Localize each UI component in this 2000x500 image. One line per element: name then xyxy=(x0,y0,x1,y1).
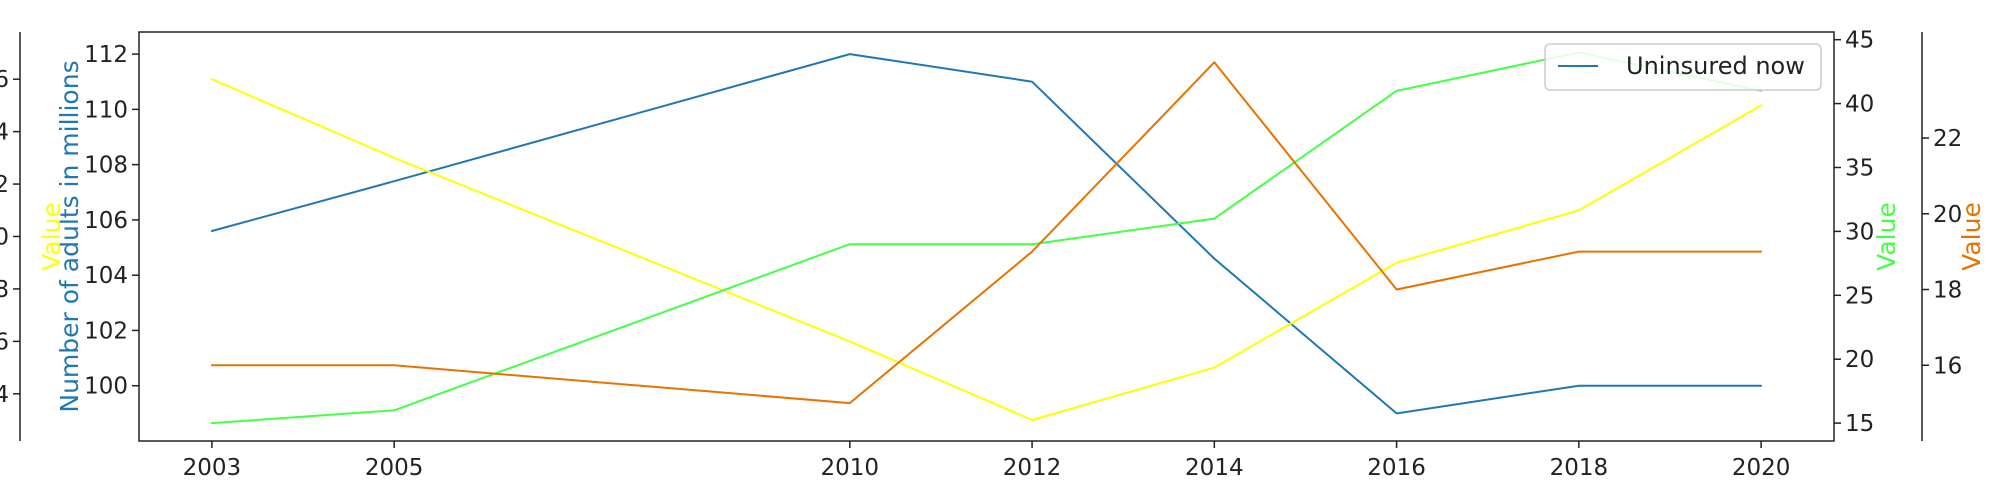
legend-box xyxy=(1544,43,1822,91)
y-tick-label-orange-22: 22 xyxy=(1933,126,1962,152)
series-line-yellow xyxy=(210,78,1763,421)
x-tick-label-2018: 2018 xyxy=(1550,455,1609,481)
y-tick-label-yellow-26: 26 xyxy=(0,329,9,355)
y-tick-label-green-25: 25 xyxy=(1845,283,1874,309)
series-line-orange xyxy=(210,61,1763,405)
y-tick-label-yellow-30: 30 xyxy=(0,225,9,251)
x-tick-label-2012: 2012 xyxy=(1003,455,1062,481)
y-axis-title-orange: Value xyxy=(1957,202,1986,271)
y-tick-label-blue-108: 108 xyxy=(84,153,128,179)
y-tick-label-blue-110: 110 xyxy=(84,97,128,123)
y-tick-label-yellow-32: 32 xyxy=(0,172,9,198)
y-tick-label-blue-104: 104 xyxy=(84,263,128,289)
axes-layer: 2003 2005 2010 2012 2014 2016 2018 202010010210… xyxy=(0,28,1986,481)
y-tick-label-orange-20: 20 xyxy=(1933,202,1962,228)
y-tick-label-green-40: 40 xyxy=(1845,92,1874,118)
x-tick-label-2010: 2010 xyxy=(821,455,880,481)
legend-label-uninsured-now: Uninsured now xyxy=(1626,52,1805,80)
y-tick-label-yellow-28: 28 xyxy=(0,277,9,303)
y-tick-label-green-15: 15 xyxy=(1845,411,1874,437)
y-tick-label-orange-16: 16 xyxy=(1933,353,1962,379)
plot-frame xyxy=(138,31,1835,442)
y-tick-label-blue-112: 112 xyxy=(84,42,128,68)
x-tick-label-2003: 2003 xyxy=(183,455,242,481)
x-tick-label-2005: 2005 xyxy=(365,455,424,481)
y-axis-title-blue: Number of adults in millions xyxy=(55,60,84,412)
x-tick-label-2016: 2016 xyxy=(1367,455,1426,481)
series-line-blue xyxy=(210,53,1763,415)
x-tick-label-2020: 2020 xyxy=(1732,455,1791,481)
y-tick-label-yellow-24: 24 xyxy=(0,382,9,408)
y-tick-label-blue-100: 100 xyxy=(84,374,128,400)
y-tick-label-yellow-36: 36 xyxy=(0,67,9,93)
y-tick-label-yellow-34: 34 xyxy=(0,120,9,146)
series-line-green xyxy=(210,51,1763,425)
y-axis-title-green: Value xyxy=(1872,202,1901,271)
y-tick-label-green-20: 20 xyxy=(1845,347,1874,373)
legend: Uninsured now xyxy=(1544,43,1822,91)
y-tick-label-green-45: 45 xyxy=(1845,28,1874,54)
y-axis-title-yellow: Value xyxy=(37,202,66,271)
y-tick-label-orange-18: 18 xyxy=(1933,278,1962,304)
y-tick-label-green-30: 30 xyxy=(1845,219,1874,245)
x-tick-label-2014: 2014 xyxy=(1185,455,1244,481)
series-layer xyxy=(210,51,1763,425)
y-tick-label-blue-106: 106 xyxy=(84,208,128,234)
y-tick-label-blue-102: 102 xyxy=(84,318,128,344)
y-tick-label-green-35: 35 xyxy=(1845,155,1874,181)
